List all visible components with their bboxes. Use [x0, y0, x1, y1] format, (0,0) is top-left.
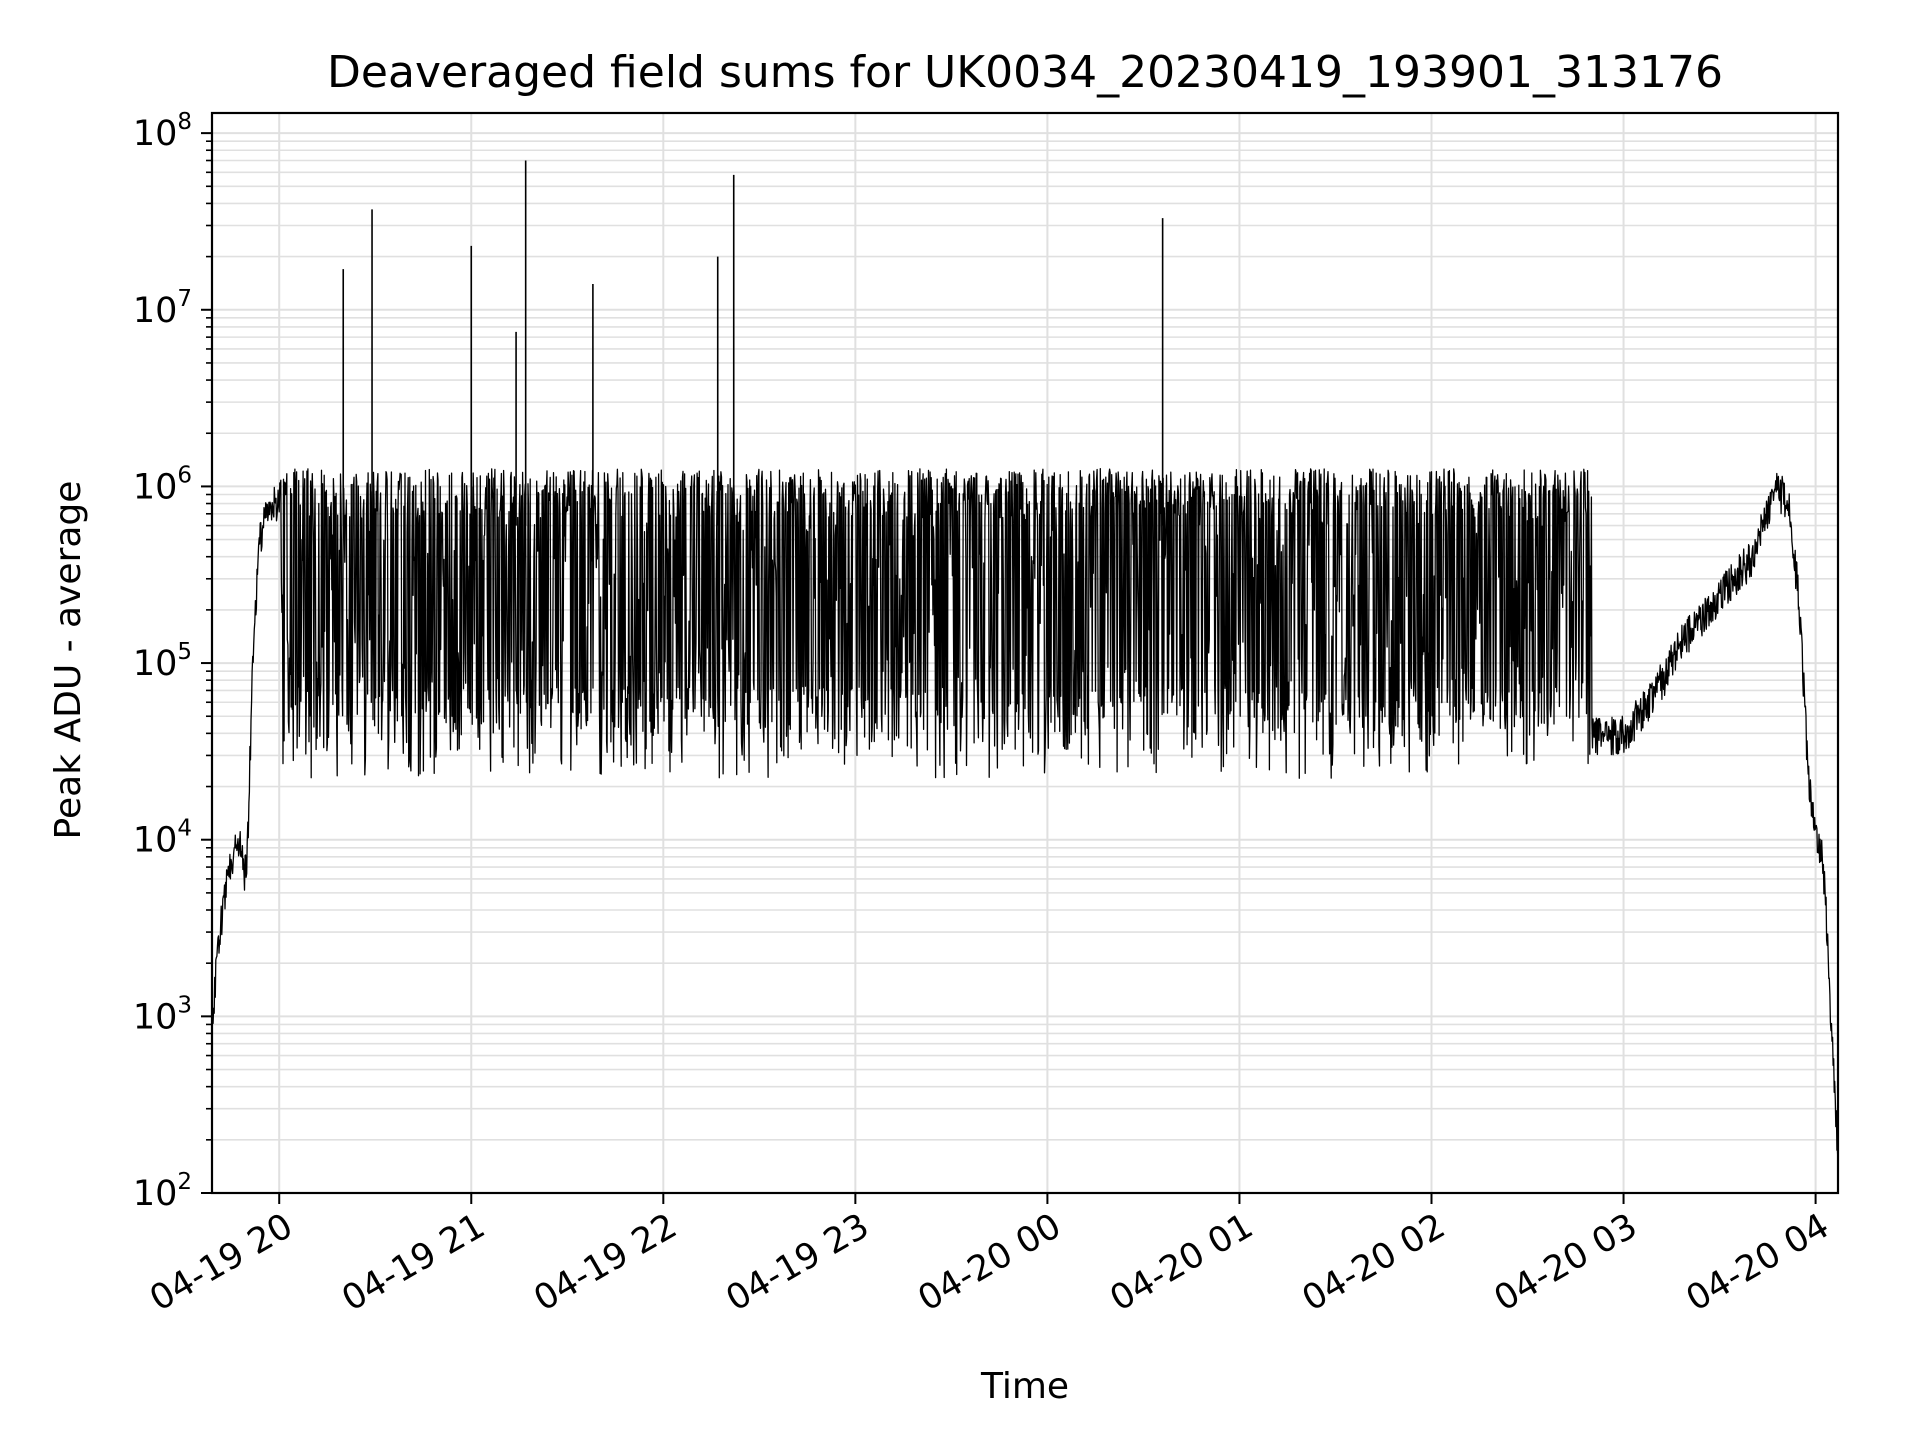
y-tick-label: 108: [133, 109, 192, 154]
grid: [212, 113, 1838, 1194]
y-tick-label: 103: [133, 992, 192, 1037]
series-line: [211, 468, 1839, 1164]
y-tick-label: 102: [133, 1169, 192, 1214]
y-tick-label: 107: [133, 286, 192, 331]
chart-title: Deaveraged field sums for UK0034_2023041…: [327, 47, 1723, 98]
data-series: [211, 160, 1839, 1164]
y-tick-label: 105: [133, 639, 192, 684]
y-axis-label: Peak ADU - average: [48, 481, 89, 840]
y-tick-label: 106: [133, 462, 192, 507]
x-axis-label: Time: [980, 1366, 1069, 1407]
axes-frame: [210, 111, 1840, 1195]
y-tick-label: 104: [133, 816, 192, 861]
